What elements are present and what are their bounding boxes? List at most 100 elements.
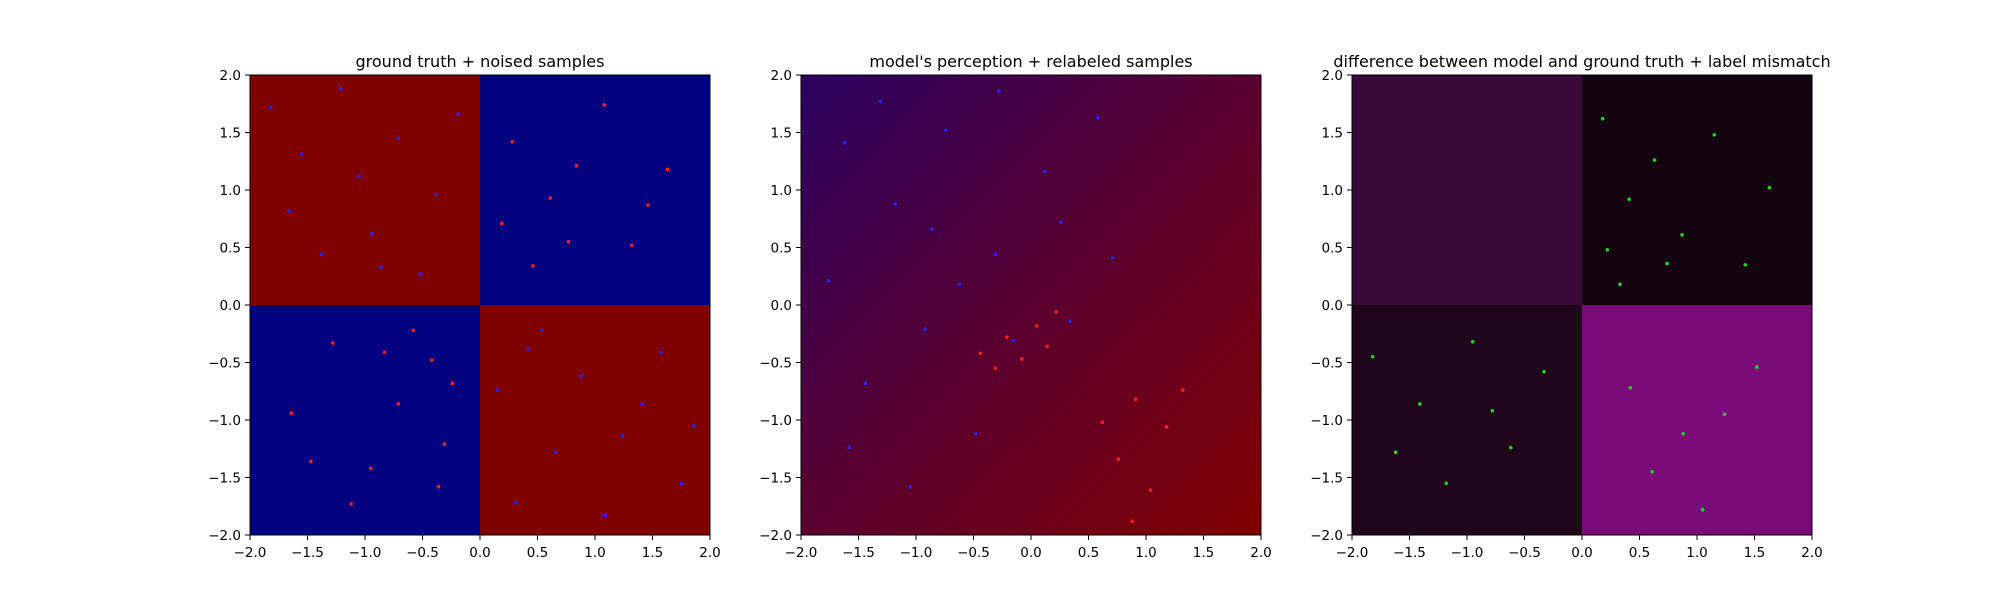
data-point-s2-6 <box>531 264 535 268</box>
data-point-s1-1 <box>1605 248 1610 252</box>
data-point-s1-17 <box>513 501 518 505</box>
x-tick-label: 1.0 <box>1686 545 1707 561</box>
chart-title: difference between model and ground trut… <box>1333 52 1830 71</box>
data-point-s2-5 <box>665 167 670 172</box>
data-point-s2-21 <box>309 459 313 464</box>
data-point-s1-17 <box>1110 256 1115 260</box>
data-point-s1-18 <box>1490 409 1495 413</box>
y-tick-label: −0.5 <box>1310 356 1343 372</box>
data-point-s1-10 <box>826 279 831 283</box>
data-point-s2-14 <box>368 466 373 471</box>
data-point-s1-13 <box>1470 340 1475 344</box>
x-tick-label: 0.5 <box>1629 545 1650 561</box>
x-tick-label: 0.0 <box>469 545 490 561</box>
data-point-s2-11 <box>429 358 434 363</box>
y-tick-label: −1.5 <box>1310 471 1343 487</box>
data-point-s1-9 <box>287 208 291 213</box>
y-tick-label: 0.5 <box>220 241 241 257</box>
y-tick-label: −1.5 <box>208 471 241 487</box>
chart-title: model's perception + relabeled samples <box>869 52 1192 71</box>
data-point-s1-20 <box>930 227 934 231</box>
data-point-s1-1 <box>842 141 847 145</box>
x-tick-label: 2.0 <box>1801 545 1822 561</box>
x-tick-label: −1.0 <box>900 545 933 561</box>
data-point-s1-6 <box>434 192 439 197</box>
data-point-s1-11 <box>1370 354 1375 359</box>
data-point-s1-5 <box>1043 169 1047 174</box>
background-cell-1 <box>1352 75 1582 305</box>
chart-panel-1: −2.0 −1.5 −1.0 −0.5 0.0 0.5 1.0 1.5 2.0 −2.0 −1.5 −… <box>208 52 721 561</box>
data-point-s2-13 <box>1181 388 1185 392</box>
x-tick-label: 1.5 <box>642 545 663 561</box>
data-point-s2-4 <box>630 243 634 247</box>
data-point-s1-19 <box>1628 386 1633 390</box>
data-point-s2-12 <box>396 402 401 406</box>
data-point-s2-13 <box>331 341 335 345</box>
y-tick-label: −2.0 <box>759 528 792 544</box>
background-cell-2 <box>480 75 710 305</box>
y-tick-label: 1.5 <box>771 126 792 142</box>
y-tick-label: −1.0 <box>1310 413 1343 429</box>
data-point-s1-23 <box>1700 507 1705 512</box>
data-point-s2-7 <box>602 103 606 107</box>
data-point-s2-3 <box>1034 323 1039 328</box>
data-point-s1-22 <box>603 513 608 518</box>
data-point-s2-15 <box>442 442 447 446</box>
y-tick-label: 1.0 <box>220 183 241 199</box>
data-point-s1-13 <box>526 346 531 351</box>
data-point-s2-4 <box>1054 310 1059 314</box>
background-cell-1 <box>250 75 480 305</box>
data-point-s1-12 <box>379 265 383 269</box>
data-point-s2-9 <box>566 239 571 244</box>
chart-title: ground truth + noised samples <box>356 52 605 71</box>
x-tick-label: −1.5 <box>291 545 324 561</box>
y-tick-label: 0.0 <box>220 298 241 314</box>
data-point-s1-20 <box>1681 432 1685 436</box>
data-point-s1-14 <box>579 374 583 379</box>
background-cell-3 <box>250 305 480 535</box>
data-point-s2-3 <box>574 164 579 168</box>
x-tick-label: −2.0 <box>785 545 818 561</box>
y-tick-label: −1.0 <box>208 413 241 429</box>
data-point-s1-19 <box>847 445 852 450</box>
data-point-s1-12 <box>1095 115 1100 120</box>
x-tick-label: 0.0 <box>1020 545 1041 561</box>
data-point-s2-8 <box>500 221 504 226</box>
data-point-s2-14 <box>1130 519 1134 523</box>
data-point-s2-1 <box>510 139 514 144</box>
y-tick-label: −2.0 <box>208 528 241 544</box>
data-point-s1-13 <box>908 484 913 489</box>
data-point-s2-10 <box>1116 457 1121 461</box>
y-tick-label: 2.0 <box>1322 68 1343 84</box>
background-cell-4 <box>1582 305 1812 535</box>
data-point-s2-8 <box>1133 397 1138 402</box>
y-tick-label: −1.5 <box>759 471 792 487</box>
data-point-s1-6 <box>923 327 927 331</box>
y-tick-label: 0.5 <box>1322 241 1343 257</box>
x-tick-label: 1.5 <box>1744 545 1765 561</box>
data-point-s1-16 <box>878 99 883 104</box>
data-point-s1-6 <box>1743 262 1748 267</box>
data-point-s2-5 <box>993 366 998 371</box>
data-point-s1-15 <box>1068 319 1072 323</box>
data-point-s1-4 <box>993 252 998 257</box>
x-tick-label: −0.5 <box>1508 545 1541 561</box>
data-point-s1-3 <box>944 128 948 132</box>
data-point-s2-20 <box>382 350 387 354</box>
data-point-s1-3 <box>339 87 343 91</box>
x-tick-label: −2.0 <box>234 545 267 561</box>
data-point-s2-2 <box>548 196 552 200</box>
data-point-s1-9 <box>1767 185 1772 190</box>
x-tick-label: 0.5 <box>527 545 548 561</box>
data-point-s1-3 <box>1652 158 1657 162</box>
data-point-s1-12 <box>1418 402 1422 406</box>
data-point-s1-2 <box>893 202 898 206</box>
y-tick-label: −0.5 <box>208 356 241 372</box>
y-tick-label: 1.5 <box>1322 126 1343 142</box>
data-point-s1-8 <box>974 432 978 436</box>
x-tick-label: 0.0 <box>1571 545 1592 561</box>
x-tick-label: 1.0 <box>1135 545 1156 561</box>
data-point-s1-10 <box>1600 116 1605 121</box>
x-tick-label: 2.0 <box>1250 545 1271 561</box>
y-tick-label: −2.0 <box>1310 528 1343 544</box>
